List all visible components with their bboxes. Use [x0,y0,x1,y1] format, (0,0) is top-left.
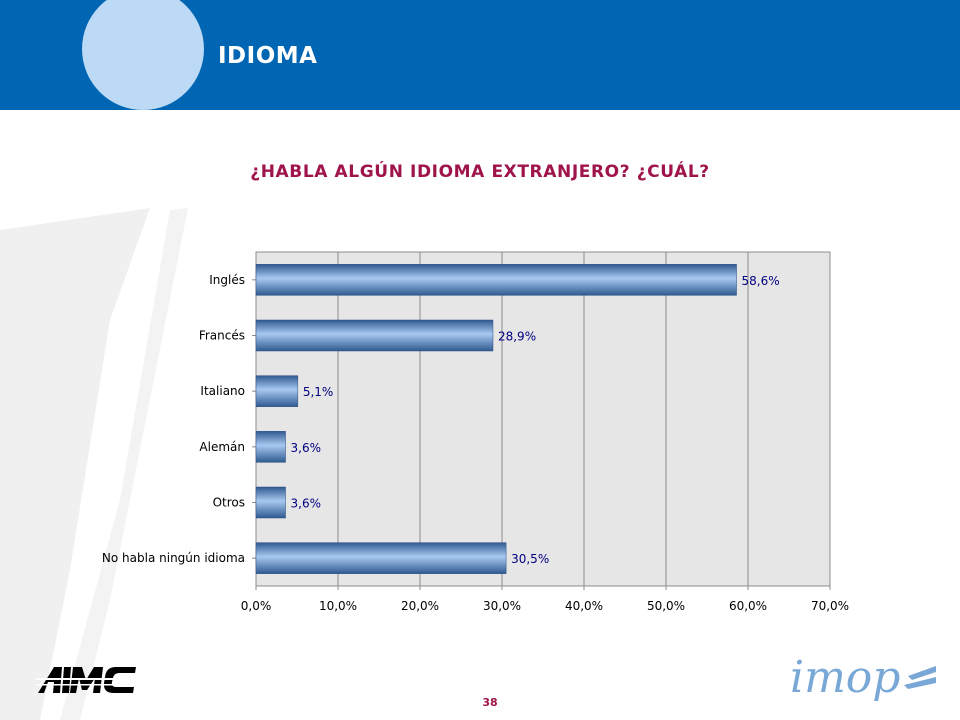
imop-logo-icon: imop [790,652,936,703]
value-label: 58,6% [742,274,780,288]
aimc-logo-icon [36,667,138,693]
bar [255,375,299,407]
x-tick-label: 10,0% [319,599,357,613]
page-number: 38 [482,696,498,709]
value-label: 30,5% [511,552,549,566]
slide-title: IDIOMA [218,43,318,69]
x-tick-label: 20,0% [401,599,439,613]
watermark-logo-icon [0,208,188,720]
category-label: Alemán [199,440,245,454]
x-tick-label: 40,0% [565,599,603,613]
x-axis-tick-labels: 0,0% 10,0% 20,0% 30,0% 40,0% 50,0% 60,0% 70,0% [241,599,849,613]
value-label: 28,9% [498,330,536,344]
grid-lines [252,252,831,590]
bar [255,264,737,296]
value-label: 3,6% [291,497,322,511]
header-circle-decoration [82,0,204,110]
chart-title: ¿HABLA ALGÚN IDIOMA EXTRANJERO? ¿CUÁL? [250,162,710,182]
x-tick-label: 50,0% [647,599,685,613]
bar [255,542,507,574]
category-label: Inglés [209,273,245,287]
x-tick-label: 70,0% [811,599,849,613]
value-label: 5,1% [303,385,334,399]
category-label: No habla ningún idioma [102,551,245,565]
bar [255,319,494,352]
x-tick-label: 30,0% [483,599,521,613]
category-label: Otros [213,496,245,510]
imop-logo-text: imop [790,652,900,703]
x-tick-label: 60,0% [729,599,767,613]
bar [255,486,286,519]
value-labels: 58,6% 28,9% 5,1% 3,6% 3,6% 30,5% [291,274,780,566]
category-labels: Inglés Francés Italiano Alemán Otros No habla… [102,273,245,565]
x-tick-label: 0,0% [241,599,272,613]
bar [255,431,286,463]
value-label: 3,6% [291,441,322,455]
bars [255,264,737,574]
plot-area [255,251,831,587]
category-label: Francés [199,329,245,343]
category-label: Italiano [200,384,245,398]
slide-header: IDIOMA [0,0,960,110]
